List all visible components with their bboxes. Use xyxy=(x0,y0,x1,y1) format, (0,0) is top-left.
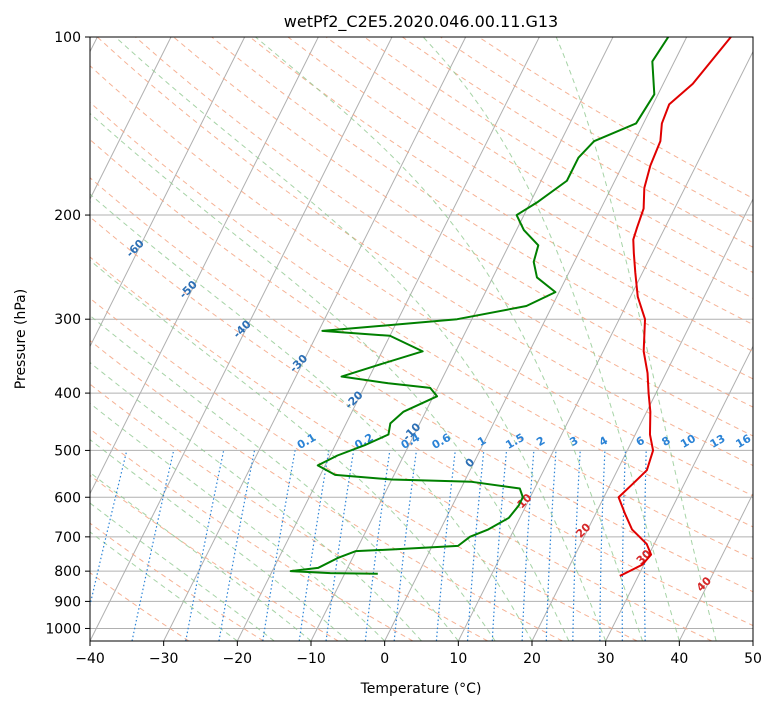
dry-adiabat xyxy=(211,37,753,380)
x-tick-label: 50 xyxy=(744,651,762,667)
y-tick-label: 800 xyxy=(54,564,81,580)
moist-adiabat xyxy=(255,37,643,641)
x-tick-label: 30 xyxy=(597,651,615,667)
dry-adiabat xyxy=(90,572,190,641)
moist-adiabat xyxy=(90,314,459,641)
mixing-ratio-line xyxy=(325,450,355,641)
isotherm-line xyxy=(236,37,540,641)
y-tick-label: 300 xyxy=(54,312,81,328)
dry-adiabat xyxy=(90,256,712,641)
x-tick-label: 10 xyxy=(449,651,467,667)
y-tick-label: 200 xyxy=(54,208,81,224)
isotherm-line xyxy=(678,492,753,641)
y-axis: 100 200 300 400 500 600 700 800 900 1000 xyxy=(45,30,90,637)
dry-adiabat xyxy=(90,101,753,528)
y-tick-label: 900 xyxy=(54,594,81,610)
chart-title: wetPf2_C2E5.2020.046.00.11.G13 xyxy=(284,12,558,32)
y-tick-label: 400 xyxy=(54,386,81,402)
x-tick-label: 0 xyxy=(380,651,389,667)
isotherm-line xyxy=(163,37,467,641)
moist-adiabat xyxy=(90,471,312,641)
x-axis: −40 −30 −20 −10 0 10 20 30 40 50 xyxy=(75,641,762,667)
isotherm-line xyxy=(457,50,753,641)
y-tick-label: 500 xyxy=(54,443,81,459)
isotherm-line xyxy=(605,345,753,641)
background-lines-layer xyxy=(90,37,753,641)
dry-adiabat xyxy=(90,177,753,593)
mixing-ratio-line xyxy=(364,450,391,641)
isotherm-label: -80 xyxy=(19,151,42,174)
dry-adiabat xyxy=(135,37,753,437)
mixing-ratio-label: 20 xyxy=(759,432,775,451)
plot-frame xyxy=(89,36,754,642)
dry-adiabat xyxy=(90,428,414,641)
moist-adiabat xyxy=(90,259,496,641)
dry-adiabat xyxy=(287,37,753,326)
dry-adiabat xyxy=(90,65,753,497)
isotherm-line xyxy=(90,37,172,201)
mixing-ratio-line xyxy=(393,450,418,641)
mixing-ratio-line xyxy=(262,450,296,641)
moist-adiabat xyxy=(555,37,717,641)
moist-adiabat xyxy=(90,402,386,641)
y-tick-label: 1000 xyxy=(45,621,81,637)
y-tick-label: 100 xyxy=(54,30,81,46)
x-tick-label: −20 xyxy=(223,651,253,667)
dry-adiabat xyxy=(90,339,563,641)
mixing-ratio-line xyxy=(435,450,456,641)
dry-adiabat xyxy=(90,138,753,560)
y-tick-label: 600 xyxy=(54,490,81,506)
dry-adiabat xyxy=(90,474,339,641)
x-tick-label: −10 xyxy=(296,651,326,667)
isotherm-line xyxy=(90,37,319,495)
mixing-ratio-label: 16 xyxy=(734,432,754,451)
moist-adiabat xyxy=(90,502,275,641)
isotherm-line xyxy=(531,197,753,641)
y-axis-label: Pressure (hPa) xyxy=(13,289,29,389)
dry-adiabat xyxy=(90,297,638,641)
mixing-ratio-line xyxy=(298,450,330,641)
grid-layer xyxy=(90,37,753,641)
moist-adiabat xyxy=(90,438,349,641)
mixing-ratio-line xyxy=(90,450,128,608)
dewpoint-line xyxy=(289,37,670,575)
x-tick-label: −30 xyxy=(149,651,179,667)
moist-adiabat xyxy=(90,531,238,641)
x-tick-label: 40 xyxy=(670,651,688,667)
temperature-line xyxy=(617,37,732,577)
isotherm-line xyxy=(90,37,246,348)
moist-adiabat xyxy=(115,37,607,641)
isotherm-line xyxy=(90,37,393,641)
x-tick-label: −40 xyxy=(75,651,105,667)
dry-adiabat xyxy=(90,383,488,641)
x-axis-label: Temperature (°C) xyxy=(360,681,482,697)
x-tick-label: 20 xyxy=(523,651,541,667)
moist-adiabat xyxy=(90,112,570,641)
series-layer xyxy=(289,37,732,577)
isotherm-line xyxy=(752,639,753,641)
y-tick-label: 700 xyxy=(54,530,81,546)
moist-adiabat xyxy=(90,193,533,641)
isotherm-line xyxy=(384,37,688,641)
moist-adiabat xyxy=(90,361,422,641)
